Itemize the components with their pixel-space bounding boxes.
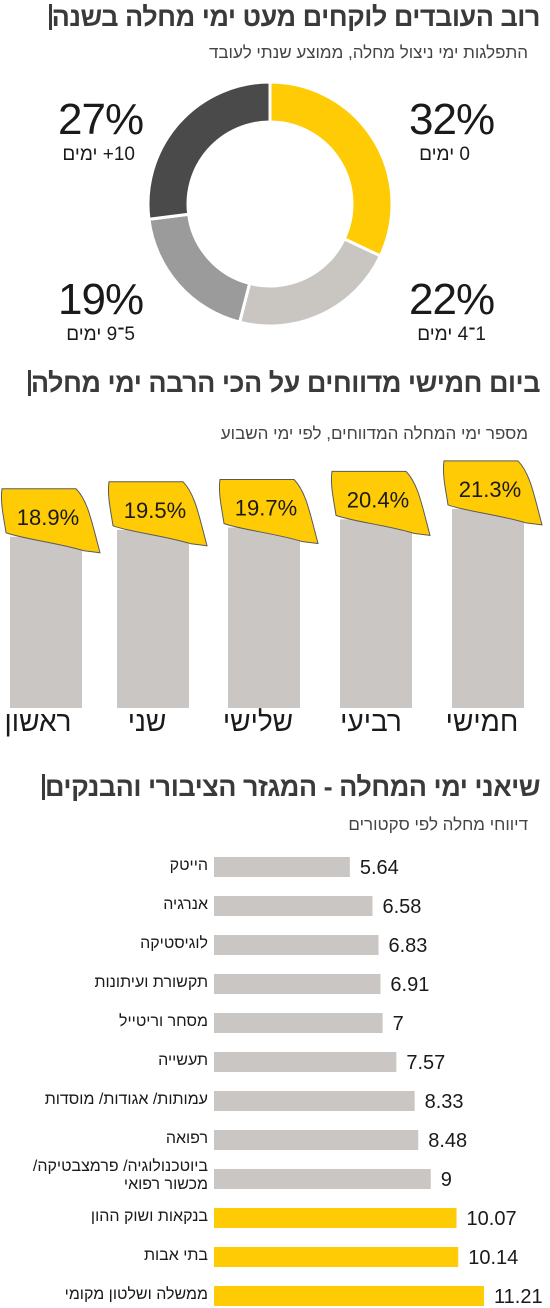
sector-bar-9 xyxy=(214,1208,457,1228)
weekday-value-label-2: 19.7% xyxy=(235,495,297,520)
sector-bar-6 xyxy=(214,1091,415,1111)
slice-3-label: 10+ ימים xyxy=(62,144,135,165)
sector-bar-3 xyxy=(214,974,381,994)
slice-1-percent: 22% xyxy=(409,275,495,324)
sector-label-11: ממשלה ושלטון מקומי xyxy=(64,1286,208,1303)
sector-value-label-2: 6.83 xyxy=(389,935,428,957)
weekday-tag-4 xyxy=(443,460,543,526)
sector-label-6: עמותות/ אגודות/ מוסדות xyxy=(44,1091,208,1108)
slice-3-percent: 27% xyxy=(58,95,144,144)
weekday-bar-1 xyxy=(117,529,189,708)
sector-bar-10 xyxy=(214,1247,459,1267)
weekday-tag-2 xyxy=(219,478,319,545)
weekday-tag-0 xyxy=(1,488,101,554)
sector-bar-2 xyxy=(214,935,379,955)
sector-bar-8 xyxy=(214,1169,431,1189)
sector-label-0: הייטק xyxy=(169,857,208,874)
weekday-tag-3 xyxy=(331,470,431,536)
sector-bar-1 xyxy=(214,896,373,916)
sector-label-10: בתי אבות xyxy=(143,1247,208,1264)
day-label-0: ראשון xyxy=(4,706,72,737)
sector-value-label-0: 5.64 xyxy=(360,857,399,879)
title-divider xyxy=(48,4,52,30)
slice-2-percent: 19% xyxy=(58,275,144,324)
title-divider xyxy=(27,370,31,396)
sector-label-4: מסחר וריטייל xyxy=(119,1013,208,1030)
sector-bar-7 xyxy=(214,1130,419,1150)
sector-value-label-8: 9 xyxy=(441,1169,452,1191)
donut-slice-2 xyxy=(147,212,252,324)
sector-label-8: ביוטכנולוגיה/ פרמצבטיקה/ מכשור רפואי xyxy=(32,1158,208,1193)
sector-bar-11 xyxy=(214,1286,484,1306)
slice-0-percent: 32% xyxy=(409,95,495,144)
weekday-bar-2 xyxy=(228,527,300,708)
sector-value-label-6: 8.33 xyxy=(425,1091,464,1113)
weekday-tag-1 xyxy=(108,481,208,547)
weekday-bar-3 xyxy=(340,519,412,708)
slice-0-label: 0 ימים xyxy=(419,144,470,165)
sector-bar-chart: 5.64 6.58 6.83 6.91 77.57 8.33 8.48 9 10.07 10.14… xyxy=(214,857,543,1308)
sector-label-5: תעשייה xyxy=(158,1052,208,1069)
weekday-value-label-4: 21.3% xyxy=(459,477,521,502)
sector-bar-5 xyxy=(214,1052,397,1072)
weekday-chart-subtitle: מספר ימי המחלה המדווחים, לפי ימי השבוע xyxy=(220,424,528,443)
sector-chart-subtitle: דיווחי מחלה לפי סקטורים xyxy=(348,815,528,834)
sector-value-label-4: 7 xyxy=(393,1013,404,1035)
sector-value-label-1: 6.58 xyxy=(382,896,421,918)
title-divider xyxy=(42,774,46,800)
day-label-2: שלישי xyxy=(222,706,294,737)
sector-value-label-5: 7.57 xyxy=(406,1052,445,1074)
sector-value-label-3: 6.91 xyxy=(390,974,429,996)
weekday-value-label-3: 20.4% xyxy=(347,487,409,512)
donut-slice-3 xyxy=(146,80,272,221)
weekday-chart-title: ביום חמישי מדווחים על הכי הרבה ימי מחלה xyxy=(18,368,541,399)
sector-value-label-7: 8.48 xyxy=(428,1130,467,1152)
donut-chart-title: רוב העובדים לוקחים מעט ימי מחלה בשנה xyxy=(39,2,541,33)
donut-slice-1 xyxy=(237,236,383,328)
slice-2-label: 5־9 ימים xyxy=(66,324,135,345)
sector-value-label-11: 11.21 xyxy=(494,1286,543,1308)
day-label-4: חמישי xyxy=(445,706,519,737)
sector-label-1: אנרגיה xyxy=(163,896,208,913)
sector-label-7: רפואה xyxy=(165,1130,208,1147)
sector-label-9: בנקאות ושוק ההון xyxy=(90,1208,208,1225)
sector-bar-4 xyxy=(214,1013,383,1033)
donut-chart-subtitle: התפלגות ימי ניצול מחלה, ממוצע שנתי לעובד xyxy=(208,43,528,62)
weekday-bar-chart: 18.9% 19.5% 19.7% 20.4% 21.3% xyxy=(1,460,543,708)
sector-label-3: תקשורת ועיתונות xyxy=(94,974,208,991)
sector-bar-0 xyxy=(214,857,350,877)
weekday-bar-4 xyxy=(452,508,524,708)
donut-slice-0 xyxy=(268,80,394,258)
day-label-1: שני xyxy=(127,706,167,737)
day-label-3: רביעי xyxy=(340,706,402,737)
sector-value-label-10: 10.14 xyxy=(468,1247,518,1269)
slice-1-label: 1־4 ימים xyxy=(417,324,486,345)
weekday-bar-0 xyxy=(10,536,82,708)
sector-chart-title: שיאני ימי המחלה - המגזר הציבורי והבנקים xyxy=(32,772,540,803)
sector-value-label-9: 10.07 xyxy=(467,1208,517,1230)
weekday-value-label-1: 19.5% xyxy=(124,498,186,523)
weekday-value-label-0: 18.9% xyxy=(17,505,79,530)
donut-chart xyxy=(146,80,394,328)
sector-label-2: לוגיסטיקה xyxy=(140,935,208,952)
